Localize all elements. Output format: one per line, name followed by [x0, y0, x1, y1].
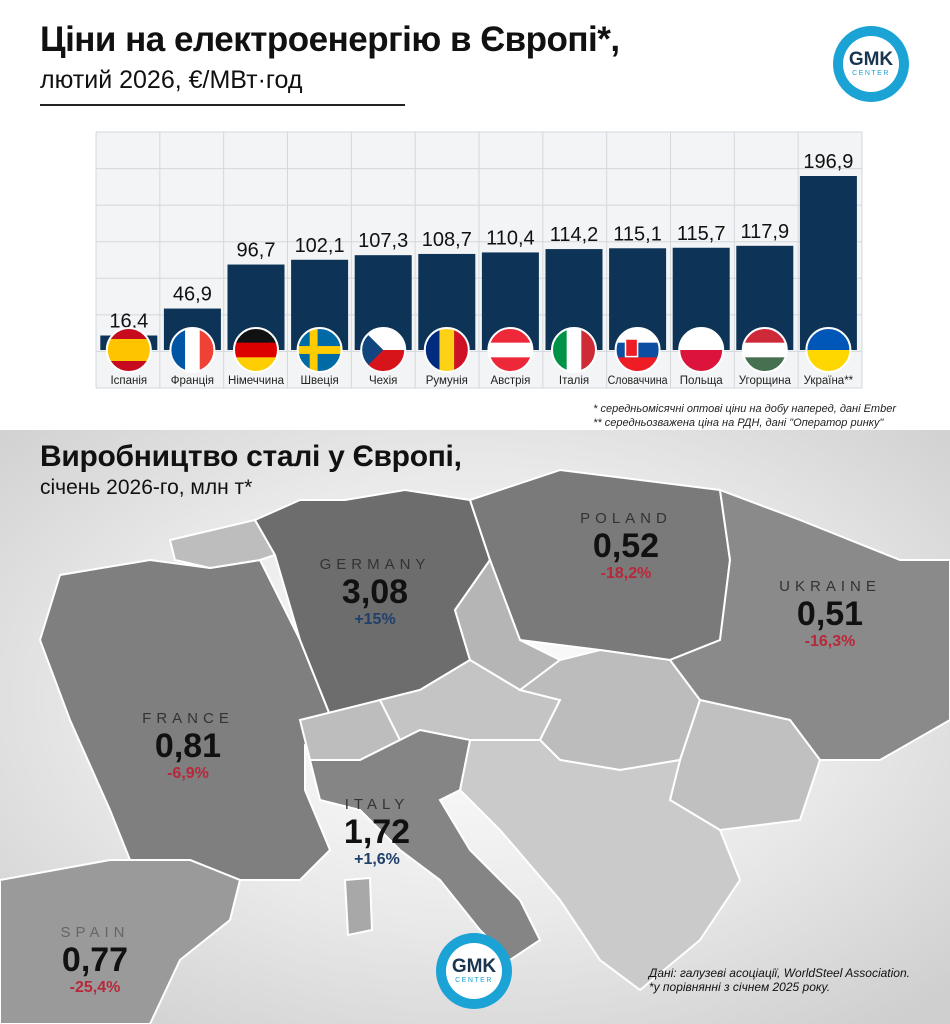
logo-subtext: CENTER	[852, 69, 890, 77]
category-label: Словаччина	[608, 375, 669, 387]
austria-flag	[487, 327, 534, 373]
poland-flag	[678, 327, 725, 373]
country-name: POLAND	[580, 510, 672, 527]
country-name: ITALY	[344, 796, 410, 813]
sardinia-region	[343, 876, 374, 937]
category-label: Угорщина	[739, 375, 792, 387]
romania-flag	[423, 327, 470, 373]
bar-12	[799, 176, 857, 350]
bar-value-label: 115,7	[677, 223, 726, 245]
spain-region	[0, 859, 242, 1024]
bar-value-label: 117,9	[741, 221, 790, 243]
hungary-flag	[741, 327, 788, 373]
bar-value-label: 108,7	[422, 229, 472, 251]
footnote-1: * середньомісячні оптові ціни на добу на…	[593, 403, 896, 415]
steel-change: -18,2%	[600, 565, 652, 582]
source-line-2: *у порівнянні з січнем 2025 року.	[648, 980, 831, 994]
bar-value-label: 110,4	[486, 227, 535, 249]
steel-change: -25,4%	[69, 979, 121, 996]
steel-change: +1,6%	[354, 851, 400, 868]
country-name: GERMANY	[319, 556, 431, 573]
steel-france: FRANCE 0,81 -6,9%	[118, 710, 258, 783]
steel-germany: GERMANY 3,08 +15%	[300, 556, 450, 629]
steel-ukraine: UKRAINE 0,51 -16,3%	[755, 578, 905, 651]
category-label: Франція	[171, 375, 214, 387]
steel-value: 1,72	[343, 813, 411, 851]
steel-value: 0,52	[592, 527, 660, 565]
source-note: Дані: галузеві асоціації, WorldSteel Ass…	[649, 966, 910, 994]
slovakia-flag	[614, 327, 661, 373]
bar-value-label: 96,7	[237, 240, 276, 262]
category-label: Австрія	[490, 375, 530, 387]
bar-layer: 16,4 Іспанія 46,9 Франція 96,7 Німеччина 102,1…	[100, 151, 857, 387]
ukraine-flag	[805, 327, 852, 373]
balkans-region	[458, 739, 742, 992]
title-divider	[40, 104, 405, 106]
steel-italy: ITALY 1,72 +1,6%	[312, 796, 442, 869]
steel-section-subtitle: січень 2026-го, млн т*	[40, 476, 253, 499]
czechia-flag	[360, 327, 407, 373]
category-label: Чехія	[369, 375, 397, 387]
steel-section-title: Виробництво сталі у Європі,	[40, 440, 462, 473]
steel-value: 0,51	[796, 595, 864, 633]
country-name: UKRAINE	[779, 578, 881, 595]
logo-text: GMK	[451, 955, 497, 977]
country-name: FRANCE	[142, 710, 234, 727]
footnotes: * середньомісячні оптові ціни на добу на…	[593, 402, 896, 430]
spain-flag	[105, 327, 152, 373]
steel-value: 0,77	[61, 941, 129, 979]
source-line-1: Дані: галузеві асоціації, WorldSteel Ass…	[648, 966, 910, 980]
chart-subtitle: лютий 2026, €/МВт·год	[40, 66, 303, 94]
footnote-2: ** середньозважена ціна на РДН, дані "Оп…	[593, 417, 884, 429]
steel-value: 0,81	[154, 727, 222, 765]
steel-poland: POLAND 0,52 -18,2%	[556, 510, 696, 583]
steel-value: 3,08	[341, 573, 409, 611]
category-label: Іспанія	[110, 375, 147, 387]
italy-region	[308, 728, 542, 962]
italy-flag	[551, 327, 597, 373]
steel-change: +15%	[354, 611, 396, 628]
category-label: Україна**	[804, 375, 854, 387]
category-label: Німеччина	[228, 375, 285, 387]
chart-grid	[95, 131, 863, 389]
sweden-flag	[296, 327, 343, 373]
category-label: Румунія	[426, 375, 468, 387]
country-name: SPAIN	[60, 924, 130, 941]
logo-text: GMK	[848, 48, 894, 70]
bar-value-label: 107,3	[358, 230, 408, 252]
electricity-price-bar-chart: 16,4 Іспанія 46,9 Франція 96,7 Німеччина 102,1…	[95, 131, 863, 389]
germany-flag	[233, 327, 279, 373]
category-label: Польща	[680, 375, 724, 387]
bar-value-label: 16,4	[109, 311, 148, 333]
logo-subtext: CENTER	[455, 976, 493, 984]
category-label: Італія	[559, 375, 589, 387]
france-flag	[169, 327, 216, 373]
chart-title: Ціни на електроенергію в Європі*,	[40, 20, 620, 59]
bar-value-label: 196,9	[803, 151, 853, 173]
bar-value-label: 46,9	[173, 284, 212, 306]
gmk-logo-bottom: GMK CENTER	[436, 933, 512, 1009]
steel-spain: SPAIN 0,77 -25,4%	[35, 924, 155, 997]
bar-value-label: 114,2	[550, 224, 599, 246]
steel-change: -16,3%	[804, 633, 856, 650]
bar-value-label: 115,1	[613, 223, 662, 245]
bar-value-label: 102,1	[295, 235, 345, 257]
steel-change: -6,9%	[167, 765, 209, 782]
category-label: Швеція	[300, 375, 338, 387]
gmk-logo-top: GMK CENTER	[833, 26, 909, 102]
